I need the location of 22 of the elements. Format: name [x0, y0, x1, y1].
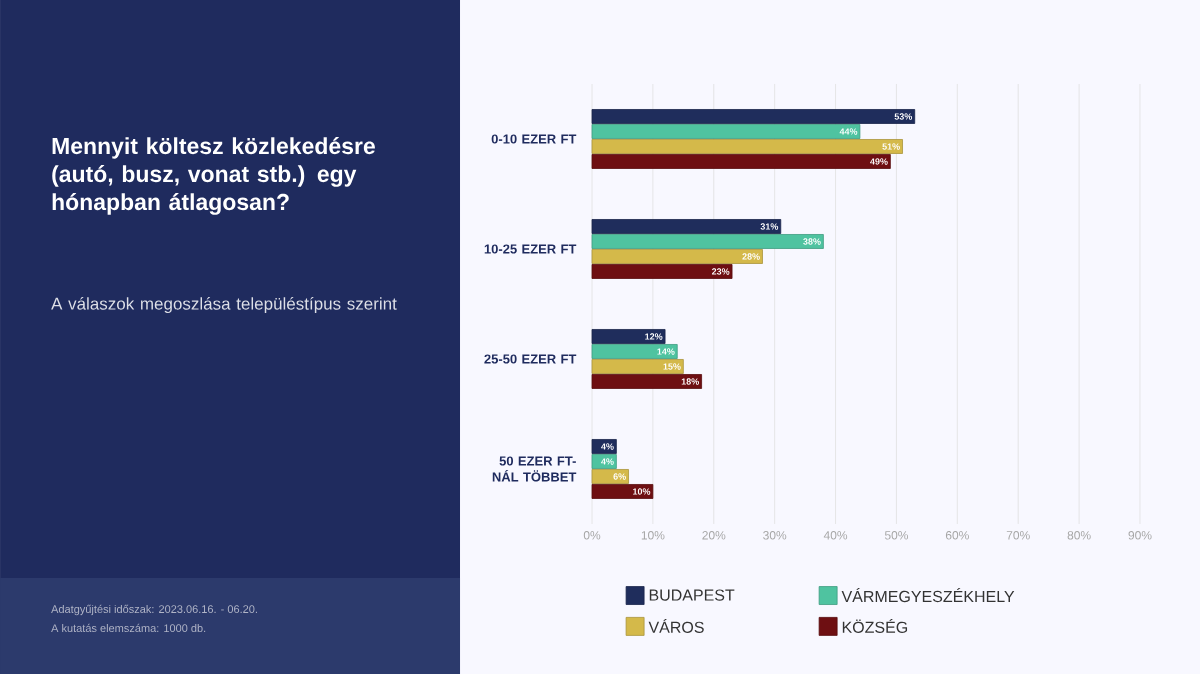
bar [591, 124, 861, 139]
legend-label: KÖZSÉG [842, 618, 908, 633]
bar [591, 374, 702, 389]
text: Mennyit költesz közlekedésre (autó, busz, vonat stb.) egy hónapban átlagosan? [52, 137, 375, 215]
bar [591, 234, 824, 249]
bar [591, 344, 678, 359]
bar [591, 484, 654, 499]
legend-label: VÁROS [648, 618, 704, 633]
bar [591, 469, 629, 484]
bar [591, 454, 617, 469]
text: A válaszok megoszlása településtípus szerint [51, 297, 397, 314]
bar [591, 359, 684, 374]
bar [591, 154, 891, 169]
bar [591, 329, 666, 344]
bar [591, 139, 903, 154]
legend-label: VÁRMEGYESZÉKHELY [841, 588, 1015, 603]
bar [591, 109, 916, 124]
bar [591, 264, 733, 279]
bar [591, 249, 763, 264]
bar [591, 219, 782, 234]
bar [591, 439, 617, 454]
legend-label: BUDAPEST [649, 589, 735, 601]
